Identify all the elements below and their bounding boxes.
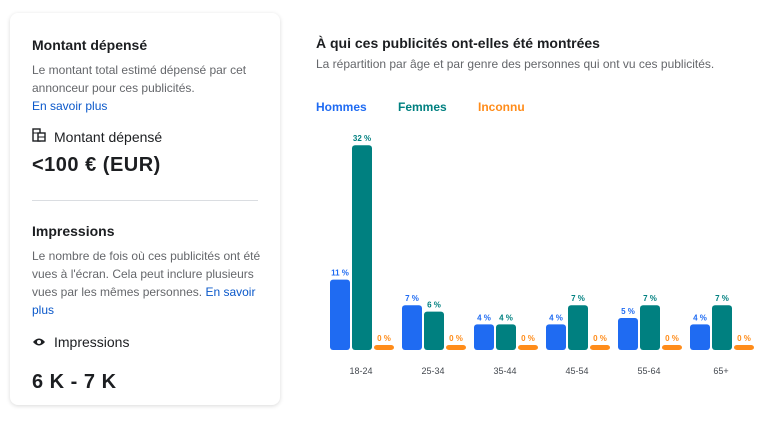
impressions-value: 6 K - 7 K (32, 371, 117, 393)
bar-value-label: 0 % (521, 334, 535, 343)
bar-hommes-55-64 (618, 318, 638, 350)
bar-value-label: 0 % (449, 334, 463, 343)
x-tick-label: 35-44 (493, 366, 516, 376)
bar-value-label: 7 % (571, 294, 585, 303)
impressions-label: Impressions (32, 334, 129, 350)
bar-inconnu-65+ (734, 345, 754, 350)
x-tick-label: 45-54 (565, 366, 588, 376)
eye-icon (32, 334, 46, 350)
bar-value-label: 7 % (715, 294, 729, 303)
bar-value-label: 11 % (331, 269, 349, 278)
bar-value-label: 4 % (693, 313, 707, 322)
bar-value-label: 4 % (477, 313, 491, 322)
bar-hommes-25-34 (402, 305, 422, 350)
bar-femmes-65+ (712, 305, 732, 350)
legend-hommes: Hommes (316, 100, 367, 114)
bar-inconnu-45-54 (590, 345, 610, 350)
impressions-heading: Impressions (32, 223, 115, 239)
bar-value-label: 0 % (593, 334, 607, 343)
bar-value-label: 4 % (499, 313, 513, 322)
bar-femmes-55-64 (640, 305, 660, 350)
bar-femmes-45-54 (568, 305, 588, 350)
legend-inconnu: Inconnu (478, 100, 525, 114)
bar-value-label: 0 % (665, 334, 679, 343)
bar-hommes-18-24 (330, 279, 350, 350)
bar-value-label: 0 % (377, 334, 391, 343)
money-stack-icon (32, 128, 46, 145)
spend-value: <100 € (EUR) (32, 154, 161, 176)
spend-description: Le montant total estimé dépensé par cet … (32, 63, 247, 113)
bar-inconnu-18-24 (374, 345, 394, 350)
bar-femmes-25-34 (424, 311, 444, 350)
impressions-learn-more-link[interactable]: En savoir plus (32, 285, 256, 317)
x-tick-label: 55-64 (637, 366, 660, 376)
bar-hommes-35-44 (474, 324, 494, 350)
divider (32, 200, 258, 201)
bar-hommes-65+ (690, 324, 710, 350)
bar-value-label: 7 % (643, 294, 657, 303)
bar-inconnu-35-44 (518, 345, 538, 350)
bar-hommes-45-54 (546, 324, 566, 350)
spend-learn-more-link[interactable]: En savoir plus (32, 99, 108, 113)
bar-value-label: 4 % (549, 313, 563, 322)
legend-femmes: Femmes (398, 100, 447, 114)
bar-inconnu-25-34 (446, 345, 466, 350)
x-tick-label: 25-34 (421, 366, 444, 376)
x-tick-label: 65+ (713, 366, 728, 376)
audience-title: À qui ces publicités ont-elles été montr… (316, 35, 600, 51)
bar-inconnu-55-64 (662, 345, 682, 350)
bar-femmes-18-24 (352, 145, 372, 350)
bar-femmes-35-44 (496, 324, 516, 350)
audience-subtitle: La répartition par âge et par genre des … (316, 57, 715, 71)
spend-heading: Montant dépensé (32, 37, 148, 53)
impressions-description: Le nombre de fois où ces publicités ont … (32, 249, 261, 317)
bar-value-label: 7 % (405, 294, 419, 303)
bar-value-label: 0 % (737, 334, 751, 343)
spend-label: Montant dépensé (32, 128, 162, 145)
bar-value-label: 5 % (621, 307, 635, 316)
bar-value-label: 32 % (353, 134, 371, 143)
summary-card: Montant dépensé Le montant total estimé … (10, 13, 280, 405)
x-tick-label: 18-24 (349, 366, 372, 376)
bar-value-label: 6 % (427, 301, 441, 310)
